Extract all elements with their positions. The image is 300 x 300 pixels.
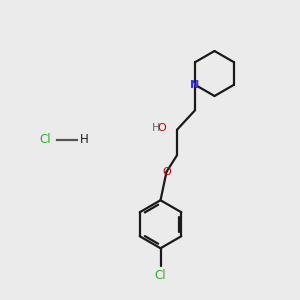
Text: H: H bbox=[152, 123, 160, 133]
Text: O: O bbox=[158, 123, 167, 133]
Text: O: O bbox=[162, 167, 171, 177]
Text: Cl: Cl bbox=[39, 133, 51, 146]
Text: N: N bbox=[190, 80, 200, 90]
Text: Cl: Cl bbox=[155, 269, 166, 282]
Text: H: H bbox=[80, 133, 88, 146]
